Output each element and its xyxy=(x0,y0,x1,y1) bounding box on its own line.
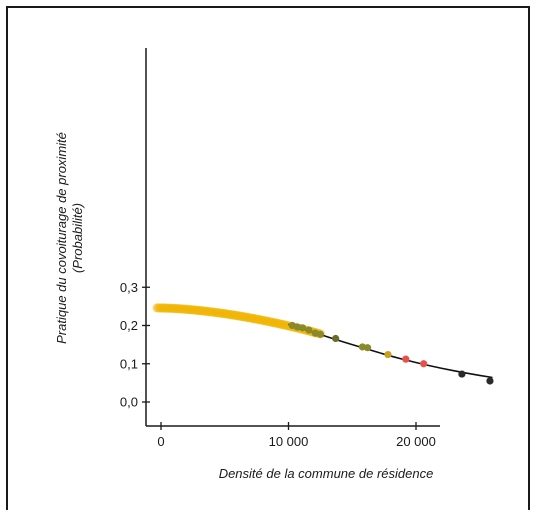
data-point xyxy=(298,324,307,332)
data-point xyxy=(305,326,313,334)
data-point xyxy=(458,370,466,378)
y-axis-title: Pratique du covoiturage de proximité xyxy=(54,132,69,344)
x-tick-label: 20 000 xyxy=(396,434,436,449)
data-point xyxy=(363,344,372,352)
data-point xyxy=(332,334,340,343)
data-point xyxy=(316,330,324,338)
y-tick-label: 0,1 xyxy=(120,356,138,371)
data-point xyxy=(384,350,392,359)
y-axis-subtitle: (Probabilité) xyxy=(70,203,85,273)
data-point xyxy=(420,360,428,368)
y-tick-label: 0,3 xyxy=(120,280,138,295)
data-point xyxy=(402,355,410,363)
y-tick-label: 0,2 xyxy=(120,318,138,333)
x-tick-label: 10 000 xyxy=(269,434,309,449)
x-tick-label: 0 xyxy=(157,434,164,449)
x-axis-title: Densité de la commune de résidence xyxy=(219,466,434,481)
y-tick-label: 0,0 xyxy=(120,395,138,410)
data-point xyxy=(486,377,494,385)
